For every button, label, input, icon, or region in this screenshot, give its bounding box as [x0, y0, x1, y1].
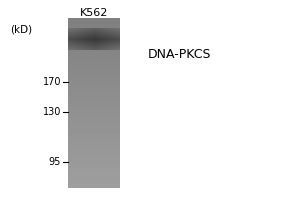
Text: 95: 95: [49, 157, 61, 167]
Text: DNA-PKCS: DNA-PKCS: [148, 48, 212, 62]
Text: 130: 130: [43, 107, 61, 117]
Text: 170: 170: [43, 77, 61, 87]
Text: K562: K562: [80, 8, 108, 18]
Text: (kD): (kD): [10, 25, 32, 35]
